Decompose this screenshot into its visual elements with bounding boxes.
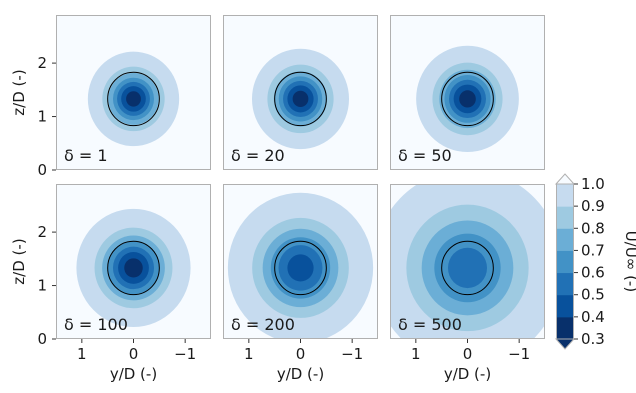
contour-band-0.4 — [126, 91, 141, 107]
rotor-outline — [441, 71, 494, 127]
colorbar-tick-label: 0.9 — [581, 197, 605, 215]
colorbar-segment — [556, 228, 574, 251]
rotor-outline — [107, 240, 160, 296]
colorbar-segment — [556, 316, 574, 340]
colorbar-tick-label: 0.6 — [581, 264, 605, 282]
contour-band-0.6 — [447, 247, 488, 289]
contour-band-0.5 — [287, 254, 314, 282]
panel-label: δ = 20 — [231, 146, 285, 165]
colorbar-tick-label: 1.0 — [581, 175, 605, 193]
colorbar-tick-label: 0.7 — [581, 241, 605, 259]
y-axis-label: z/D (-) — [10, 238, 28, 284]
rotor-outline — [274, 71, 327, 127]
y-tick-label: 0 — [37, 161, 47, 179]
colorbar-segment — [556, 250, 574, 274]
panel-frame — [390, 184, 545, 339]
panel-50: δ = 50 — [390, 15, 545, 170]
x-tick-label: 0 — [296, 345, 306, 363]
rotor-outline — [274, 240, 327, 296]
panel-label: δ = 100 — [64, 315, 128, 334]
panel-500: δ = 500 1 0 −1 y/D (-) — [390, 184, 545, 383]
panel-frame — [56, 15, 211, 170]
panel-field — [223, 15, 378, 170]
x-axis-label: y/D (-) — [444, 365, 491, 383]
panel-frame — [223, 184, 378, 339]
panel-1: δ = 1 0 1 2 z/D (-) — [10, 15, 211, 179]
rotor-outline — [441, 240, 494, 296]
panel-label: δ = 200 — [231, 315, 295, 334]
colorbar-segment — [556, 272, 574, 296]
colorbar-tick-label: 0.3 — [581, 330, 605, 348]
colorbar-tick-label: 0.8 — [581, 219, 605, 237]
colorbar-segment — [556, 184, 574, 207]
colorbar-tick-label: 0.4 — [581, 308, 605, 326]
contour-band-0.4 — [459, 90, 476, 108]
contour-band-0.4 — [124, 258, 143, 278]
x-tick-label: −1 — [341, 345, 363, 363]
colorbar-label: U/U∞ (-) — [622, 231, 636, 292]
y-tick-label: 0 — [37, 330, 47, 348]
panel-frame — [390, 15, 545, 170]
panel-200: δ = 200 1 0 −1 y/D (-) — [223, 184, 378, 383]
colorbar: 0.3 0.4 0.5 0.6 0.7 0.8 0.9 1.0 U/U∞ (-) — [554, 173, 636, 350]
y-axis-label: z/D (-) — [10, 69, 28, 115]
y-tick-label: 2 — [37, 223, 47, 241]
colorbar-tick-label: 0.5 — [581, 286, 605, 304]
panel-frame — [223, 15, 378, 170]
x-tick-label: 0 — [129, 345, 139, 363]
x-axis-label: y/D (-) — [110, 365, 157, 383]
x-tick-label: 1 — [244, 345, 254, 363]
panel-frame — [56, 184, 211, 339]
rotor-outline — [107, 71, 160, 127]
y-tick-label: 2 — [37, 54, 47, 72]
x-tick-label: 0 — [463, 345, 473, 363]
colorbar-segment — [556, 206, 574, 229]
panel-field — [390, 15, 545, 170]
x-tick-label: 1 — [77, 345, 87, 363]
panel-field — [56, 184, 211, 339]
x-tick-label: 1 — [411, 345, 421, 363]
colorbar-segment — [556, 294, 574, 318]
panel-field — [390, 184, 545, 339]
panel-label: δ = 1 — [64, 146, 108, 165]
x-axis-label: y/D (-) — [277, 365, 324, 383]
colorbar-extend-high — [554, 173, 576, 185]
colorbar-extend-low — [554, 338, 576, 350]
y-tick-label: 1 — [37, 108, 47, 126]
x-tick-label: −1 — [508, 345, 530, 363]
panel-20: δ = 20 — [223, 15, 378, 170]
contour-band-0.4 — [292, 90, 309, 108]
panel-field — [56, 15, 211, 170]
colorbar-frame — [556, 183, 574, 340]
panel-label: δ = 500 — [398, 315, 462, 334]
panel-field — [223, 184, 378, 339]
x-tick-label: −1 — [174, 345, 196, 363]
y-tick-label: 1 — [37, 277, 47, 295]
panel-label: δ = 50 — [398, 146, 452, 165]
